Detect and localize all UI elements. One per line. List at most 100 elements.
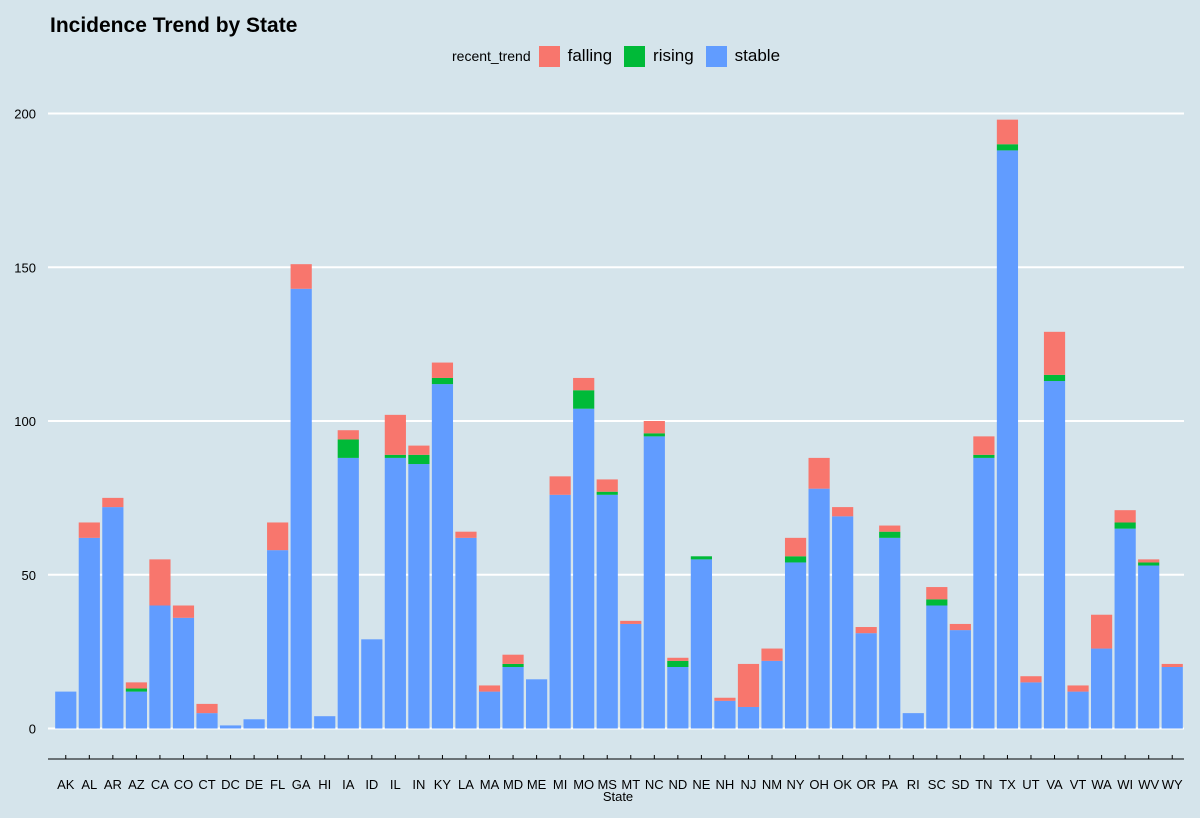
bar-ID-stable — [361, 639, 383, 729]
x-tick-label-MA: MA — [480, 777, 500, 792]
bar-IL-rising — [384, 454, 406, 458]
x-tick-label-MI: MI — [553, 777, 567, 792]
x-tick-label-IN: IN — [412, 777, 425, 792]
bar-VA-stable — [1043, 381, 1066, 729]
legend-swatch-stable — [705, 45, 727, 67]
x-tick-label-NC: NC — [645, 777, 664, 792]
bar-KY-stable — [431, 384, 454, 729]
bar-MD-falling — [502, 654, 524, 664]
bar-UT-falling — [1020, 676, 1042, 683]
bar-GA-falling — [290, 264, 312, 289]
bar-MT-stable — [620, 623, 642, 729]
x-tick-label-MT: MT — [621, 777, 640, 792]
x-tick-label-NM: NM — [762, 777, 782, 792]
bar-AL-stable — [78, 537, 100, 729]
bar-IN-rising — [408, 454, 430, 465]
bar-WA-falling — [1091, 614, 1113, 649]
bar-OR-falling — [855, 627, 877, 634]
x-tick-label-SD: SD — [951, 777, 969, 792]
bar-OH-stable — [808, 488, 830, 729]
bar-MI-falling — [549, 476, 571, 495]
bar-WV-stable — [1138, 565, 1160, 729]
bar-MA-stable — [478, 691, 501, 729]
legend-label-falling: falling — [567, 46, 613, 65]
bar-TX-falling — [996, 119, 1019, 145]
legend-item-rising: rising — [624, 45, 694, 67]
x-tick-label-WY: WY — [1162, 777, 1183, 792]
bar-LA-falling — [455, 531, 477, 538]
bar-NC-stable — [643, 436, 665, 729]
x-tick-label-IL: IL — [390, 777, 401, 792]
x-tick-label-KY: KY — [434, 777, 452, 792]
x-tick-label-AK: AK — [57, 777, 75, 792]
bar-NH-stable — [714, 700, 736, 729]
axes: 0 50 100 150 200 AK AL AR AZ CA CO CT DC DE FL GA HI IA ID… — [14, 107, 1184, 792]
bar-OH-falling — [808, 457, 830, 489]
x-tick-label-NH: NH — [716, 777, 735, 792]
bar-PA-falling — [879, 525, 901, 532]
bar-AZ-falling — [125, 682, 147, 689]
bar-NM-falling — [761, 648, 783, 661]
x-tick-label-WV: WV — [1138, 777, 1159, 792]
legend-title: recent_trend — [452, 48, 531, 64]
x-tick-label-MO: MO — [573, 777, 594, 792]
bar-MO-falling — [573, 377, 595, 391]
x-tick-label-LA: LA — [458, 777, 474, 792]
bar-SC-stable — [926, 605, 948, 729]
bar-MO-stable — [573, 408, 595, 729]
bar-NH-falling — [714, 697, 736, 701]
bar-MO-rising — [573, 390, 595, 409]
bar-TN-rising — [973, 454, 995, 458]
bar-KY-rising — [431, 377, 454, 385]
bar-MA-falling — [478, 685, 501, 692]
x-tick-label-IA: IA — [342, 777, 355, 792]
x-tick-label-NY: NY — [787, 777, 805, 792]
bar-IA-stable — [337, 457, 359, 729]
bar-TN-stable — [973, 457, 995, 729]
bar-WI-falling — [1114, 510, 1136, 523]
bar-CA-falling — [149, 559, 171, 606]
bar-MD-rising — [502, 663, 524, 667]
x-tick-label-ND: ND — [668, 777, 687, 792]
bar-TX-stable — [996, 150, 1019, 729]
bar-SC-falling — [926, 587, 948, 600]
bar-NY-stable — [784, 562, 807, 729]
bar-VT-stable — [1067, 691, 1089, 729]
bar-WV-rising — [1138, 562, 1160, 566]
x-tick-label-HI: HI — [318, 777, 331, 792]
bar-AR-falling — [102, 497, 124, 508]
bar-MS-rising — [596, 491, 618, 495]
bar-IA-falling — [337, 430, 359, 440]
x-tick-label-DC: DC — [221, 777, 240, 792]
x-tick-label-PA: PA — [882, 777, 899, 792]
bar-NE-rising — [690, 556, 712, 560]
y-tick-label-100: 100 — [14, 414, 36, 429]
legend-label-stable: stable — [734, 46, 781, 65]
legend-swatch-falling — [538, 45, 560, 67]
x-tick-label-WA: WA — [1091, 777, 1112, 792]
x-tick-label-NJ: NJ — [741, 777, 757, 792]
y-tick-label-50: 50 — [22, 568, 36, 583]
bar-AK-stable — [55, 691, 77, 729]
bar-KY-falling — [431, 362, 454, 378]
x-tick-label-AR: AR — [104, 777, 122, 792]
bar-HI-stable — [314, 716, 336, 729]
bar-FL-falling — [267, 522, 289, 551]
bar-OR-stable — [855, 633, 877, 729]
bar-NJ-stable — [737, 706, 760, 729]
bar-VA-falling — [1043, 331, 1066, 375]
bar-AZ-rising — [125, 688, 147, 692]
bar-PA-stable — [879, 537, 901, 729]
bar-VA-rising — [1043, 374, 1066, 382]
bar-IA-rising — [337, 439, 359, 458]
y-tick-label-150: 150 — [14, 260, 36, 275]
legend-swatch-rising — [624, 45, 646, 67]
x-tick-label-FL: FL — [270, 777, 285, 792]
x-tick-label-TN: TN — [975, 777, 992, 792]
legend-item-stable: stable — [705, 45, 781, 67]
bar-TX-rising — [996, 144, 1019, 151]
bar-WY-stable — [1161, 667, 1183, 729]
x-tick-label-MS: MS — [597, 777, 617, 792]
x-tick-label-VA: VA — [1046, 777, 1063, 792]
bar-VT-falling — [1067, 685, 1089, 692]
